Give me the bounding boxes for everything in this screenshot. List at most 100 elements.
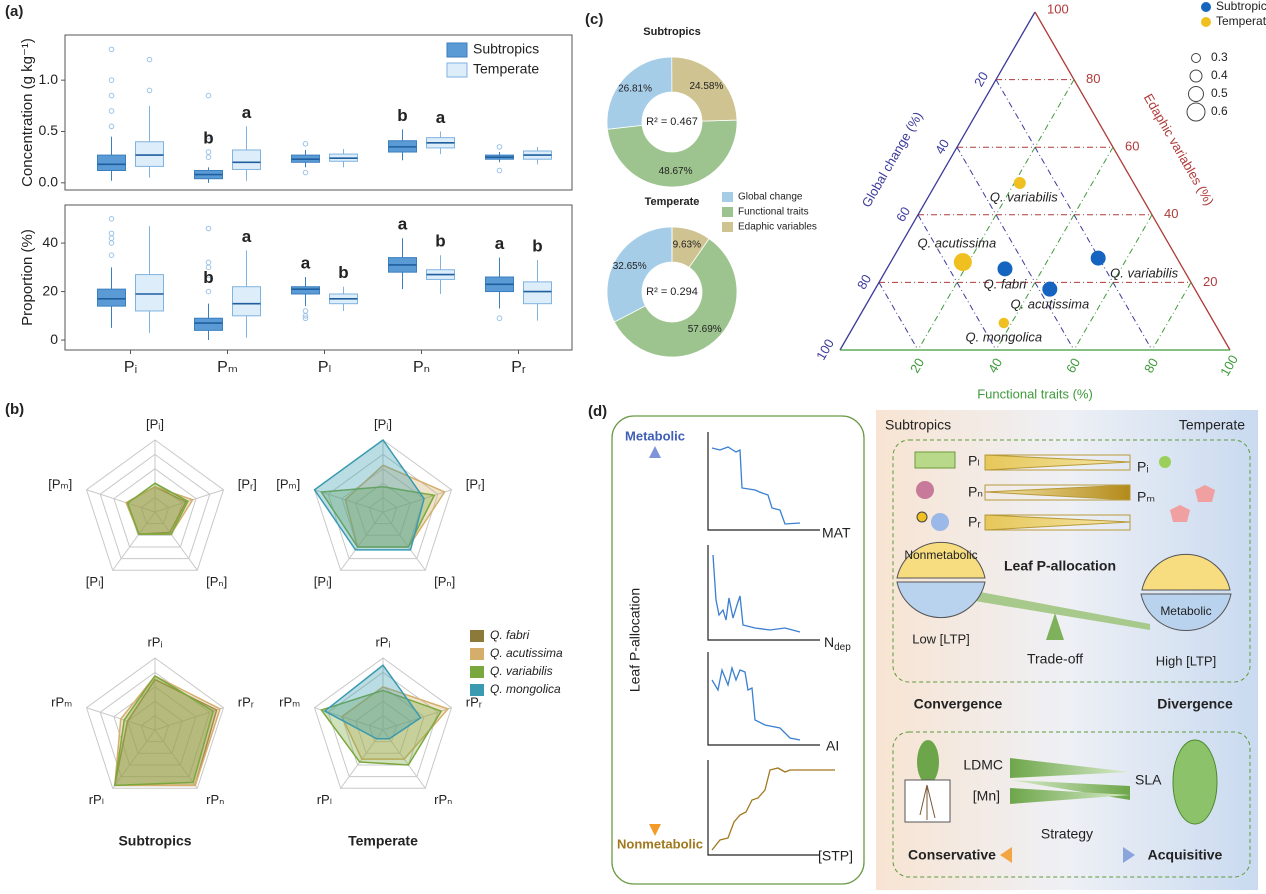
legend-swatch (446, 42, 468, 58)
outlier (108, 77, 115, 83)
trait-label: LDMC (963, 757, 1003, 773)
grid-line (995, 146, 1114, 351)
significance-letter: b (338, 263, 348, 282)
outlier (205, 288, 212, 295)
fulcrum (1046, 613, 1064, 640)
outlier (146, 87, 153, 94)
grid-ring (313, 657, 453, 789)
size-legend-marker (1186, 102, 1206, 122)
spoke (154, 707, 224, 731)
x-tick-label: Pₗ (318, 359, 331, 376)
outlier (205, 259, 212, 266)
point-label: Q. acutissima (917, 236, 996, 251)
value-label: 57.69% (688, 324, 722, 335)
legend-swatch (470, 630, 484, 642)
point-label: Q. variabilis (1110, 266, 1178, 281)
metabolite-icon (1159, 456, 1171, 468)
outlier (496, 167, 503, 174)
trend-line (711, 446, 801, 525)
legend-swatch (470, 666, 484, 678)
axis-label: rPₗ (89, 792, 104, 807)
legend-swatch (722, 207, 733, 217)
grid-ring (355, 482, 411, 536)
spoke (112, 511, 156, 571)
outlier (108, 216, 115, 222)
pool-bottom (896, 581, 986, 619)
grid-ring (140, 496, 170, 525)
y-tick-label: 40 (42, 234, 58, 250)
grid-ring (99, 453, 211, 560)
axis-label: rPₘ (279, 695, 300, 710)
significance-letter: b (397, 106, 407, 125)
arrow-head (1000, 847, 1012, 863)
legend-swatch (470, 648, 484, 660)
point (953, 253, 972, 272)
grid-ring (140, 714, 170, 743)
wedge-frame (984, 514, 1131, 531)
box (97, 154, 126, 171)
axis-label: [Pₘ] (276, 477, 300, 492)
tick-label: 60 (1063, 355, 1083, 375)
panel-label: (b) (5, 401, 24, 418)
outlier (205, 154, 212, 160)
outlier (205, 133, 212, 140)
plot-label: AI (826, 738, 839, 754)
ion-icon (916, 511, 928, 523)
significance-letter: a (242, 103, 252, 122)
outlier (108, 252, 115, 258)
legend-label: Temperate (473, 61, 539, 77)
axis-label: [Pₗ] (86, 574, 104, 589)
leaf-icon (1172, 739, 1218, 825)
trait-wedge (1010, 788, 1130, 804)
allocation-box (892, 439, 1251, 683)
balance-label: Trade-off (1027, 651, 1083, 667)
significance-letter: b (435, 232, 445, 251)
fraction-label: Pₘ (1137, 489, 1155, 505)
outlier (205, 149, 212, 155)
y-tick-label: 0.0 (39, 174, 59, 190)
grid-line (956, 146, 1075, 351)
plot-frame (64, 204, 573, 351)
axis-label: rPₙ (434, 792, 452, 807)
spoke (382, 511, 426, 571)
pool-label: Nonmetabolic (904, 548, 977, 562)
grid-ring (368, 496, 398, 525)
grid-ring (113, 468, 197, 548)
y-axis-title: Proportion (%) (19, 229, 36, 326)
axis-label: rPᵢ (147, 634, 162, 649)
tick-label: 100 (1217, 352, 1241, 378)
box (135, 274, 164, 312)
wedge-frame (984, 484, 1131, 501)
membrane-icon (914, 451, 956, 469)
value-label: 26.81% (618, 84, 652, 95)
fraction-label: Pᵣ (968, 514, 981, 530)
spoke (112, 729, 156, 789)
outlier (302, 169, 309, 176)
atp-icon (1195, 485, 1215, 502)
grid-line (1073, 214, 1153, 351)
radar-area (113, 674, 215, 787)
tick-label: 100 (813, 336, 837, 362)
tick-label: 80 (1086, 71, 1100, 86)
left-box (611, 415, 865, 885)
value-label: 24.58% (689, 81, 723, 92)
spoke (154, 729, 198, 789)
grid-ring (327, 453, 439, 560)
plot-label: MAT (822, 525, 851, 541)
axis-edaphic (1034, 11, 1231, 351)
grid-line (878, 282, 919, 351)
significance-letter: a (301, 253, 311, 272)
pattern-label: Convergence (914, 696, 1003, 712)
plot-frame (64, 34, 573, 191)
outlier (108, 235, 115, 242)
arrow-head (649, 824, 661, 836)
axis-global (839, 11, 1036, 351)
legend-marker (1201, 2, 1211, 12)
x-tick-label: Pₘ (217, 359, 238, 376)
axis-label: [Pₗ] (314, 574, 332, 589)
axis-label: [Pᵣ] (238, 477, 257, 492)
outlier (108, 240, 115, 246)
outlier (108, 123, 115, 130)
y-tick-label: 0 (50, 331, 58, 347)
